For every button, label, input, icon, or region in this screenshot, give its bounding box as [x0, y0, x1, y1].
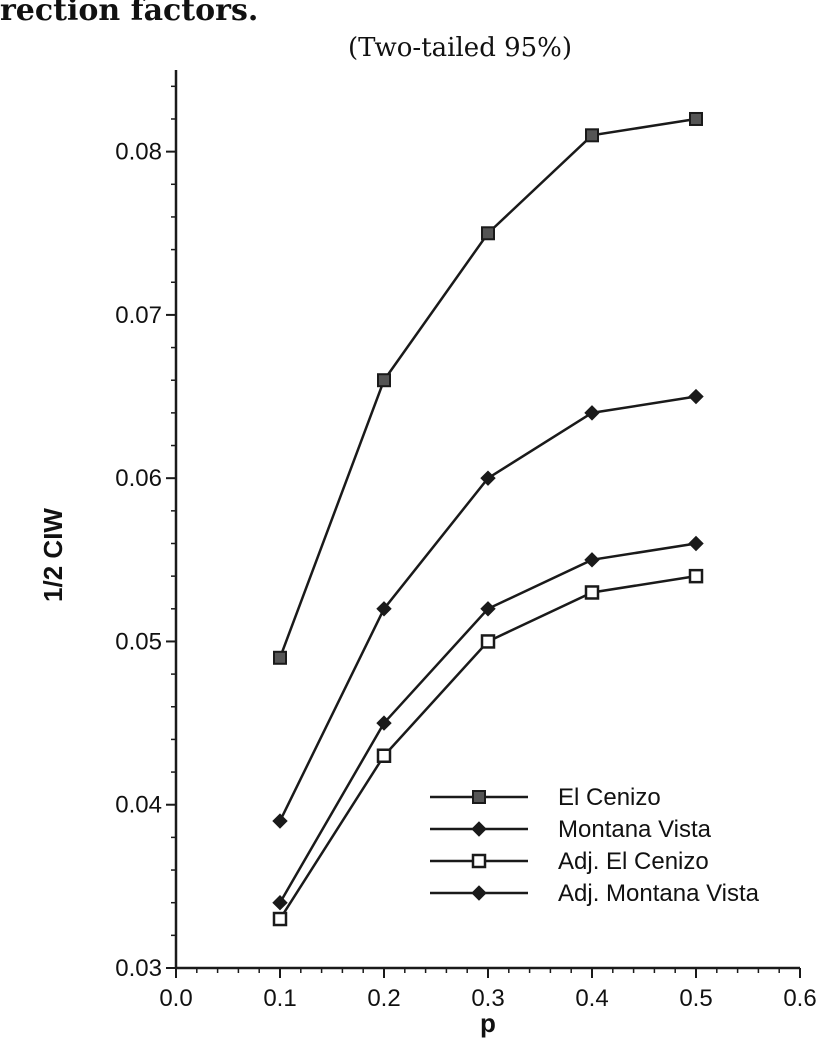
data-point [376, 715, 392, 731]
data-point [688, 388, 704, 405]
cropped-heading-text: rection factors. [0, 0, 258, 28]
legend-marker [471, 853, 487, 869]
series-1 [273, 111, 703, 665]
data-point [585, 128, 599, 143]
y-axis-label: 1/2 CIW [38, 508, 68, 602]
x-axis-ticks: 0.0 0.1 0.2 0.3 0.4 0.5 0.6 [159, 968, 817, 1012]
data-series [272, 111, 704, 927]
y-tick-label: 0.05 [115, 628, 162, 655]
legend-entry: Adj. Montana Vista [430, 880, 760, 907]
data-point [689, 111, 703, 126]
legend-label: El Cenizo [558, 784, 661, 811]
x-tick-label: 0.4 [575, 985, 608, 1012]
series-3 [272, 568, 704, 927]
y-axis-ticks: 0.03 0.04 0.05 0.06 0.07 0.08 [115, 85, 176, 982]
data-point [376, 601, 392, 617]
data-point [377, 373, 391, 388]
series-line [278, 117, 697, 659]
data-point [272, 911, 288, 927]
legend-label: Montana Vista [558, 816, 712, 843]
data-point [272, 813, 288, 829]
y-tick-label: 0.03 [115, 955, 162, 982]
data-point [480, 634, 496, 649]
legend-entry: El Cenizo [430, 784, 661, 811]
data-point [272, 894, 288, 911]
legend-entry: Montana Vista [430, 816, 712, 843]
series-2 [272, 388, 704, 829]
data-point [480, 601, 496, 617]
data-point [688, 535, 704, 552]
legend-label: Adj. Montana Vista [558, 880, 760, 907]
legend-label: Adj. El Cenizo [558, 848, 709, 875]
data-point [584, 585, 600, 600]
data-point [481, 226, 495, 241]
series-4 [272, 535, 704, 911]
chart-subtitle: (Two-tailed 95%) [348, 33, 572, 63]
legend-entry: Adj. El Cenizo [430, 848, 709, 875]
x-tick-label: 0.6 [783, 985, 816, 1012]
y-tick-label: 0.04 [115, 792, 162, 819]
data-point [584, 552, 600, 568]
y-tick-label: 0.08 [115, 139, 162, 166]
x-tick-label: 0.5 [679, 985, 712, 1012]
legend-marker [471, 821, 487, 837]
x-axis-label: p [480, 1008, 496, 1038]
x-tick-label: 0.1 [263, 985, 296, 1012]
y-tick-label: 0.07 [115, 302, 162, 329]
data-point [480, 470, 496, 486]
x-tick-label: 0.2 [367, 985, 400, 1012]
data-point [273, 650, 287, 665]
y-tick-label: 0.06 [115, 465, 162, 492]
x-tick-label: 0.3 [471, 985, 504, 1012]
legend: El Cenizo Montana Vista Adj. El Cenizo Adj.… [430, 784, 760, 907]
legend-marker [471, 885, 487, 901]
x-tick-label: 0.0 [159, 985, 192, 1012]
legend-marker [472, 790, 486, 804]
data-point [376, 748, 392, 763]
data-point [584, 405, 600, 421]
data-point [688, 568, 704, 584]
